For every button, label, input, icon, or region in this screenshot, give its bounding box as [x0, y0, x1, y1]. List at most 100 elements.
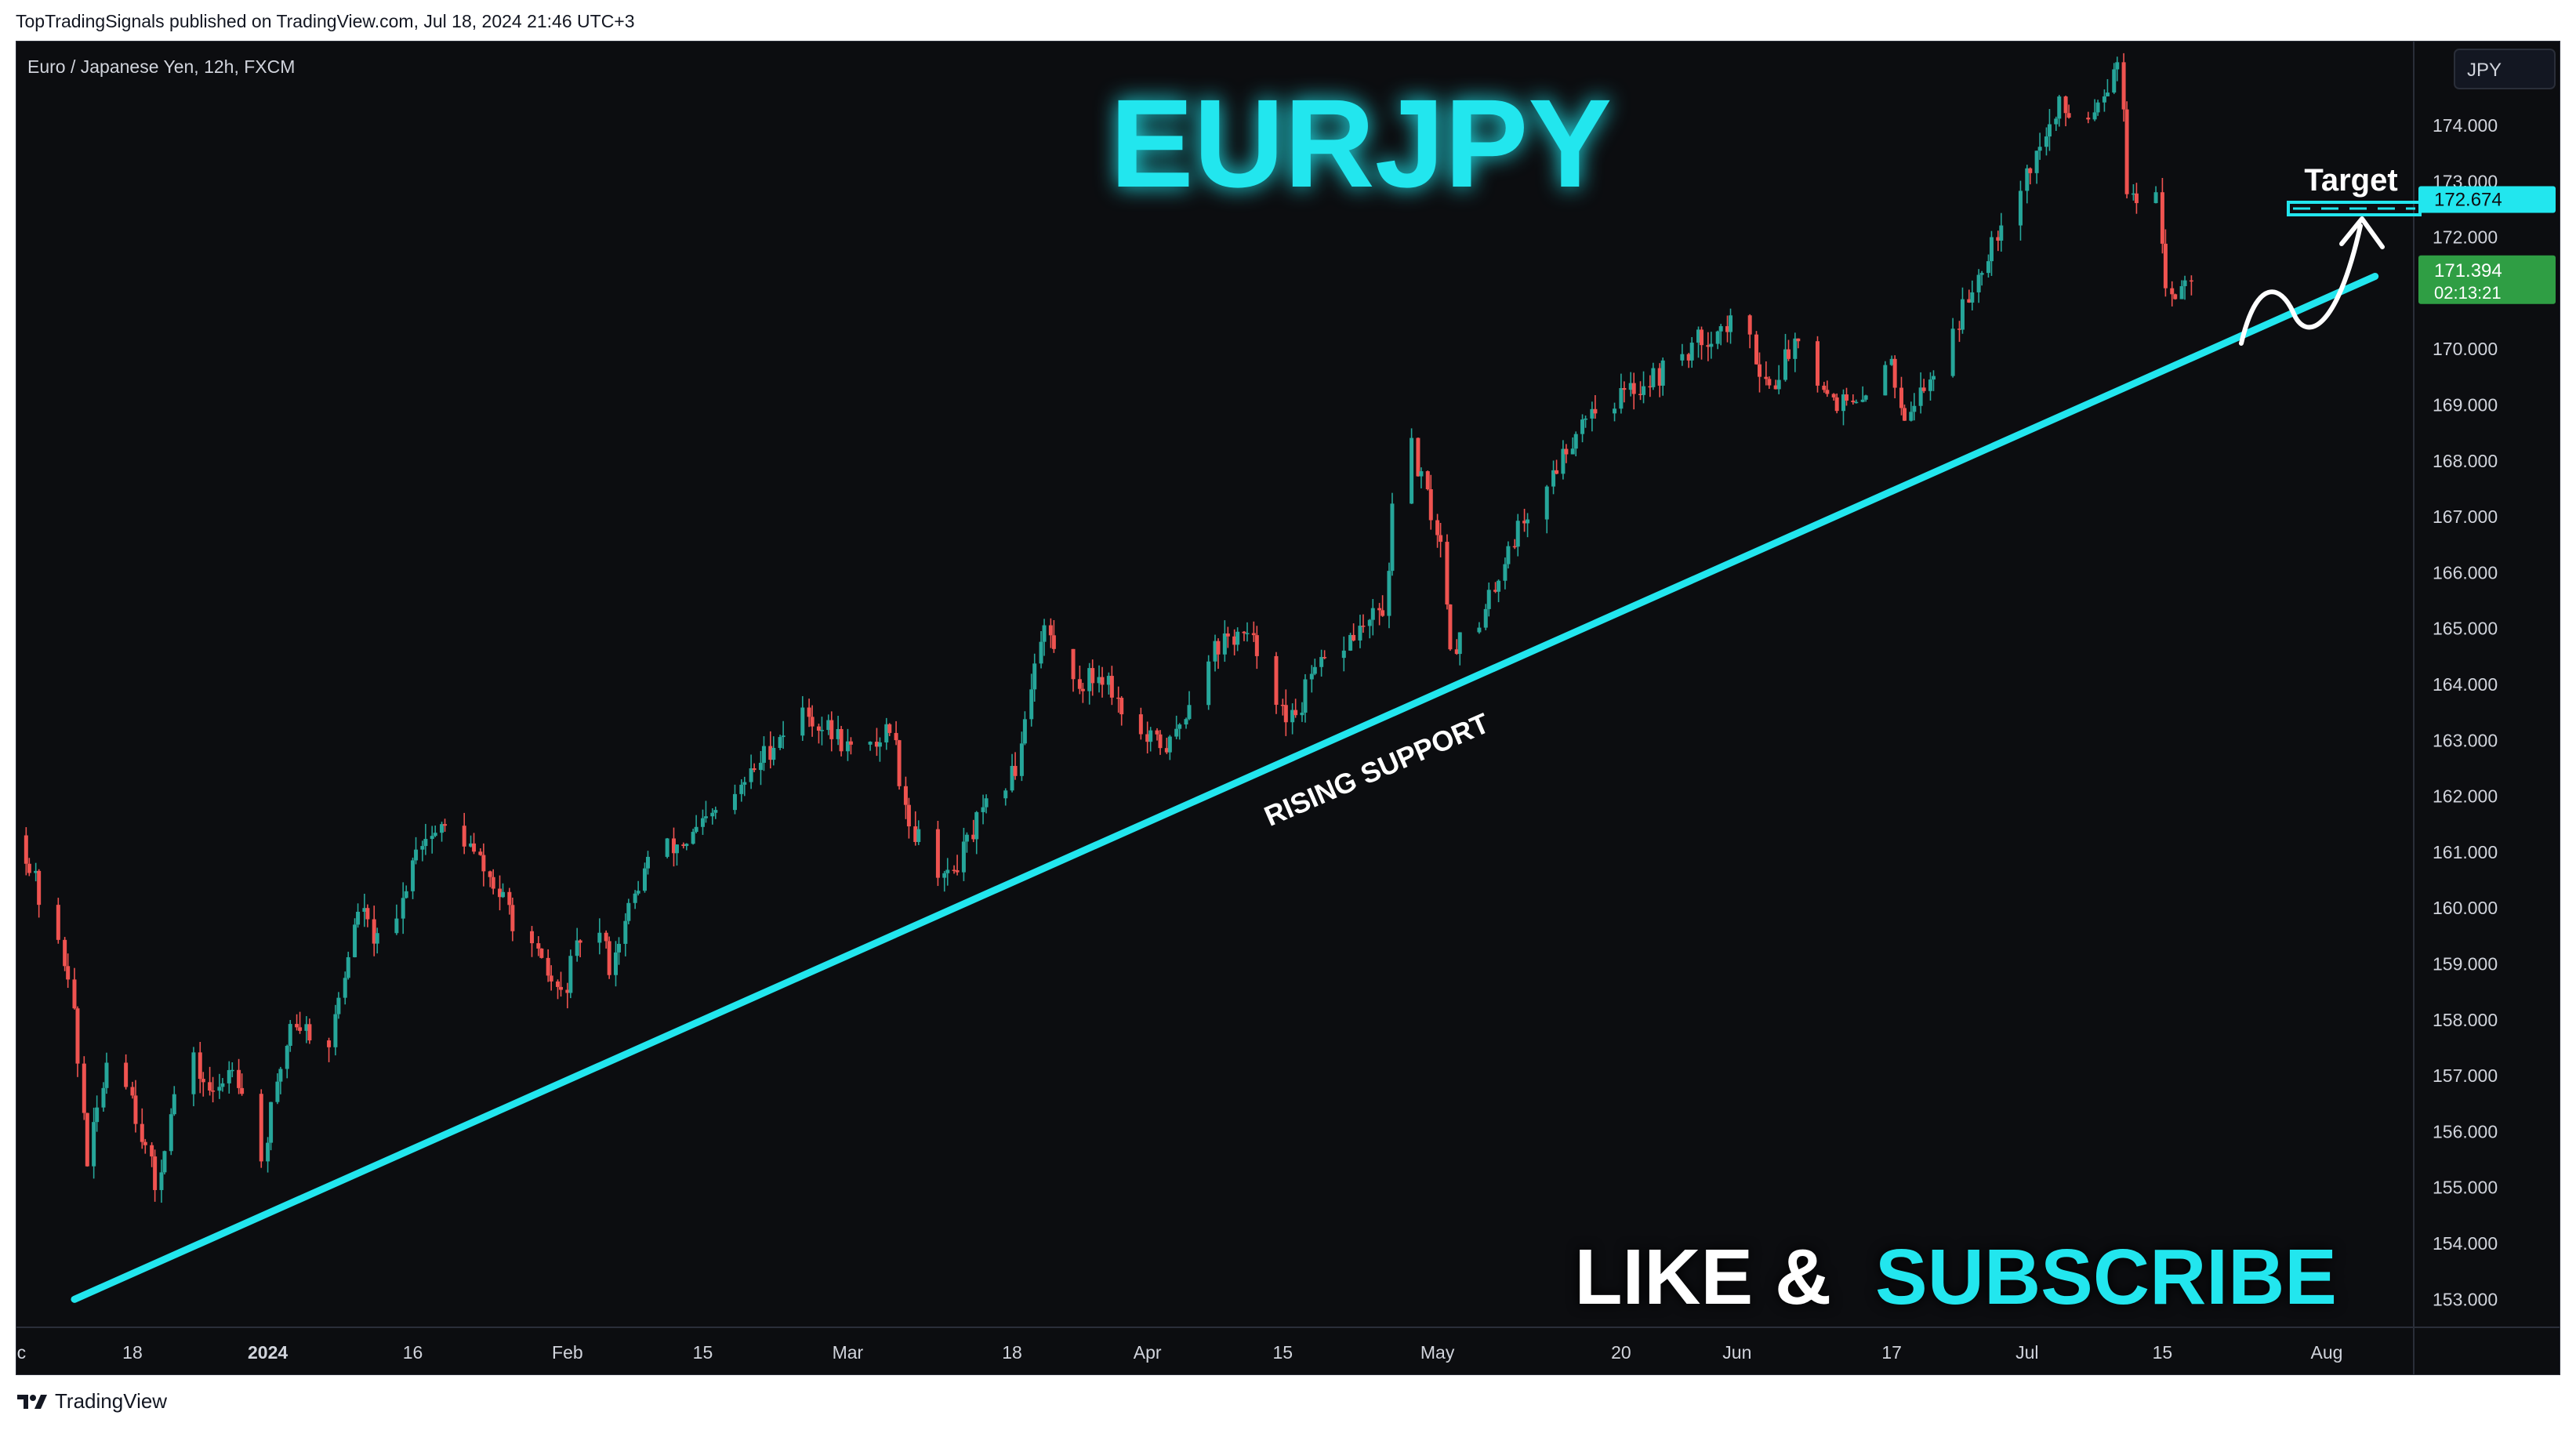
candle-body — [1638, 394, 1643, 396]
candle-body — [1280, 704, 1285, 706]
candle-body — [1590, 408, 1595, 419]
candle-body — [336, 997, 341, 1014]
cta-subscribe: SUBSCRIBE — [1875, 1233, 2337, 1321]
candle-body — [420, 846, 425, 850]
candle-body — [2054, 118, 2059, 125]
chart-panel[interactable]: Euro / Japanese Yen, 12h, FXCM 153.000 15… — [16, 41, 2560, 1375]
candle-body — [768, 746, 773, 760]
candle-body — [150, 1145, 154, 1157]
candle-body — [2115, 62, 2120, 70]
candle-body — [1841, 394, 1845, 412]
candle-body — [1555, 470, 1559, 474]
candle-body — [623, 920, 628, 944]
candle-body — [443, 824, 448, 826]
candle-body — [240, 1087, 245, 1094]
candle-body — [269, 1102, 274, 1143]
candle-body — [1899, 387, 1903, 408]
candle-body — [826, 720, 831, 731]
x-tick-label: Jul — [2015, 1342, 2038, 1363]
candlestick-chart[interactable]: Euro / Japanese Yen, 12h, FXCM 153.00015… — [16, 42, 2560, 1374]
x-tick-label: 15 — [1273, 1342, 1293, 1363]
x-tick-label: 16 — [403, 1342, 423, 1363]
y-tick-label: 166.000 — [2433, 562, 2498, 583]
candle-body — [742, 782, 747, 785]
candle-body — [75, 1008, 80, 1064]
candle-body — [1729, 315, 1733, 332]
candle-body — [1290, 710, 1295, 723]
candle-body — [1776, 379, 1781, 390]
candle-body — [1619, 388, 1624, 409]
candle-body — [1796, 338, 1801, 342]
candle-body — [82, 1063, 86, 1113]
target-price-tag-label: 172.674 — [2434, 190, 2502, 211]
candle-body — [1039, 641, 1043, 664]
candle-body — [848, 741, 853, 745]
candle-body — [1445, 542, 1449, 605]
candle-body — [556, 981, 561, 987]
candle-body — [807, 707, 811, 717]
candle-body — [607, 941, 611, 975]
candle-body — [1986, 261, 1990, 274]
y-tick-label: 165.000 — [2433, 619, 2498, 639]
candle-body — [961, 841, 966, 873]
candle-body — [1593, 408, 1598, 414]
candle-body — [2112, 69, 2117, 93]
currency-button-box[interactable] — [2454, 49, 2556, 89]
candle-body — [1783, 349, 1788, 380]
candle-body — [549, 975, 553, 982]
candle-body — [2173, 294, 2178, 299]
candle-body — [874, 742, 879, 747]
time-axis[interactable]: ec 18 2024 16 Feb 15 Mar 18 Apr 15 May 20 Jun 17 Jul 15… — [16, 1342, 2342, 1363]
candle-body — [507, 891, 512, 906]
candle-body — [1071, 648, 1076, 680]
candle-body — [304, 1024, 309, 1031]
candle-body — [1448, 604, 1453, 650]
candle-body — [1019, 743, 1024, 776]
candle-body — [539, 948, 544, 958]
candle-body — [2134, 193, 2139, 204]
candle-body — [34, 870, 38, 873]
y-tick-label: 169.000 — [2433, 394, 2498, 415]
candle-body — [24, 835, 28, 864]
currency-button[interactable]: JPY — [2454, 49, 2556, 89]
candle-body — [211, 1091, 216, 1092]
candle-body — [66, 966, 71, 980]
candle-body — [433, 833, 437, 837]
candle-body — [945, 869, 950, 873]
candle-body — [761, 746, 766, 763]
candle-body — [430, 836, 434, 840]
candle-body — [1309, 673, 1314, 680]
y-tick-label: 156.000 — [2433, 1121, 2498, 1141]
candle-body — [1177, 724, 1182, 729]
candle-body — [92, 1122, 96, 1167]
candle-body — [1883, 365, 1888, 396]
candle-body — [1863, 395, 1868, 400]
candle-body — [1773, 385, 1778, 390]
candle-body — [1254, 635, 1259, 656]
tradingview-footer[interactable]: TradingView — [16, 1389, 167, 1414]
candle-body — [266, 1142, 270, 1162]
candle-body — [1029, 689, 1034, 720]
candle-body — [691, 832, 695, 844]
candle-body — [1410, 437, 1414, 504]
candle-body — [1680, 354, 1685, 361]
candle-body — [1631, 383, 1636, 394]
candle-body — [1232, 636, 1237, 645]
candle-body — [95, 1107, 100, 1123]
candle-body — [1090, 668, 1095, 684]
candle-body — [1454, 649, 1459, 655]
candle-body — [1999, 225, 2004, 241]
candle-body — [1322, 657, 1327, 659]
candle-body — [1080, 688, 1085, 691]
candle-body — [1696, 329, 1701, 343]
candle-body — [1889, 358, 1894, 365]
price-axis[interactable]: 153.000 154.000 155.000 156.000 157.000 158.0… — [2433, 115, 2498, 1309]
currency-button-label: JPY — [2467, 60, 2502, 81]
candle-body — [1361, 626, 1366, 627]
x-tick-label: Mar — [833, 1342, 864, 1363]
candle-body — [411, 860, 415, 891]
candle-body — [1348, 634, 1353, 651]
tradingview-logo-icon — [17, 1394, 47, 1409]
candle-body — [681, 844, 686, 847]
rising-support-line[interactable] — [71, 272, 2379, 1303]
